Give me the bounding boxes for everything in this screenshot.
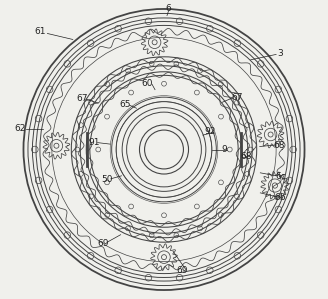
Text: 62: 62 <box>15 124 26 133</box>
Text: 69: 69 <box>97 239 109 248</box>
Text: 6c: 6c <box>275 172 286 181</box>
Text: 69: 69 <box>176 266 188 275</box>
Text: 68: 68 <box>273 141 285 150</box>
Text: 68: 68 <box>240 152 252 161</box>
Text: 92: 92 <box>205 127 216 136</box>
Text: 67: 67 <box>232 93 243 102</box>
Text: 3: 3 <box>278 49 283 58</box>
Text: 67: 67 <box>76 94 88 103</box>
Text: 65: 65 <box>119 100 131 109</box>
Text: 60: 60 <box>142 79 153 88</box>
Text: 50: 50 <box>101 175 113 184</box>
Text: 6: 6 <box>166 4 171 13</box>
Text: 9: 9 <box>221 145 227 154</box>
Text: 6b: 6b <box>275 193 286 202</box>
Text: 91: 91 <box>88 138 99 147</box>
Text: 61: 61 <box>34 27 46 36</box>
